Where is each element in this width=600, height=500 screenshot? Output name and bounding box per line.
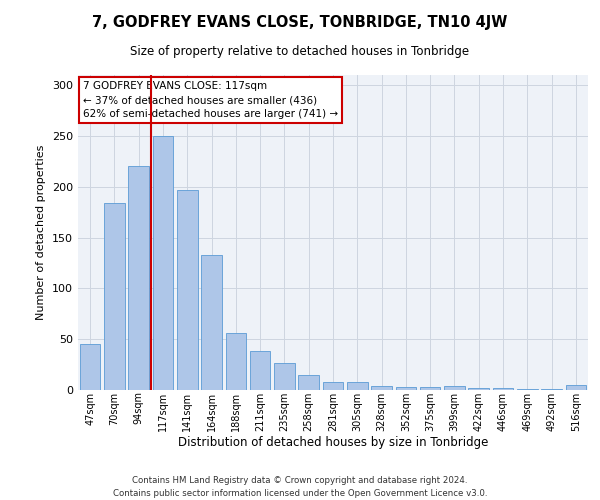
X-axis label: Distribution of detached houses by size in Tonbridge: Distribution of detached houses by size … bbox=[178, 436, 488, 450]
Y-axis label: Number of detached properties: Number of detached properties bbox=[37, 145, 46, 320]
Bar bbox=[469, 388, 489, 390]
Text: Contains HM Land Registry data © Crown copyright and database right 2024.
Contai: Contains HM Land Registry data © Crown c… bbox=[113, 476, 487, 498]
Bar bbox=[395, 387, 416, 390]
Bar bbox=[566, 385, 586, 390]
Bar bbox=[298, 375, 319, 390]
Bar bbox=[226, 333, 246, 390]
Bar bbox=[347, 382, 368, 390]
Bar bbox=[128, 166, 149, 390]
Bar bbox=[177, 190, 197, 390]
Bar bbox=[517, 389, 538, 390]
Bar bbox=[152, 136, 173, 390]
Bar bbox=[493, 388, 514, 390]
Bar bbox=[274, 362, 295, 390]
Bar bbox=[541, 389, 562, 390]
Bar bbox=[80, 344, 100, 390]
Text: 7 GODFREY EVANS CLOSE: 117sqm
← 37% of detached houses are smaller (436)
62% of : 7 GODFREY EVANS CLOSE: 117sqm ← 37% of d… bbox=[83, 82, 338, 120]
Bar bbox=[420, 387, 440, 390]
Bar bbox=[323, 382, 343, 390]
Bar bbox=[201, 255, 222, 390]
Text: 7, GODFREY EVANS CLOSE, TONBRIDGE, TN10 4JW: 7, GODFREY EVANS CLOSE, TONBRIDGE, TN10 … bbox=[92, 15, 508, 30]
Text: Size of property relative to detached houses in Tonbridge: Size of property relative to detached ho… bbox=[130, 45, 470, 58]
Bar bbox=[371, 386, 392, 390]
Bar bbox=[250, 352, 271, 390]
Bar bbox=[104, 203, 125, 390]
Bar bbox=[444, 386, 465, 390]
